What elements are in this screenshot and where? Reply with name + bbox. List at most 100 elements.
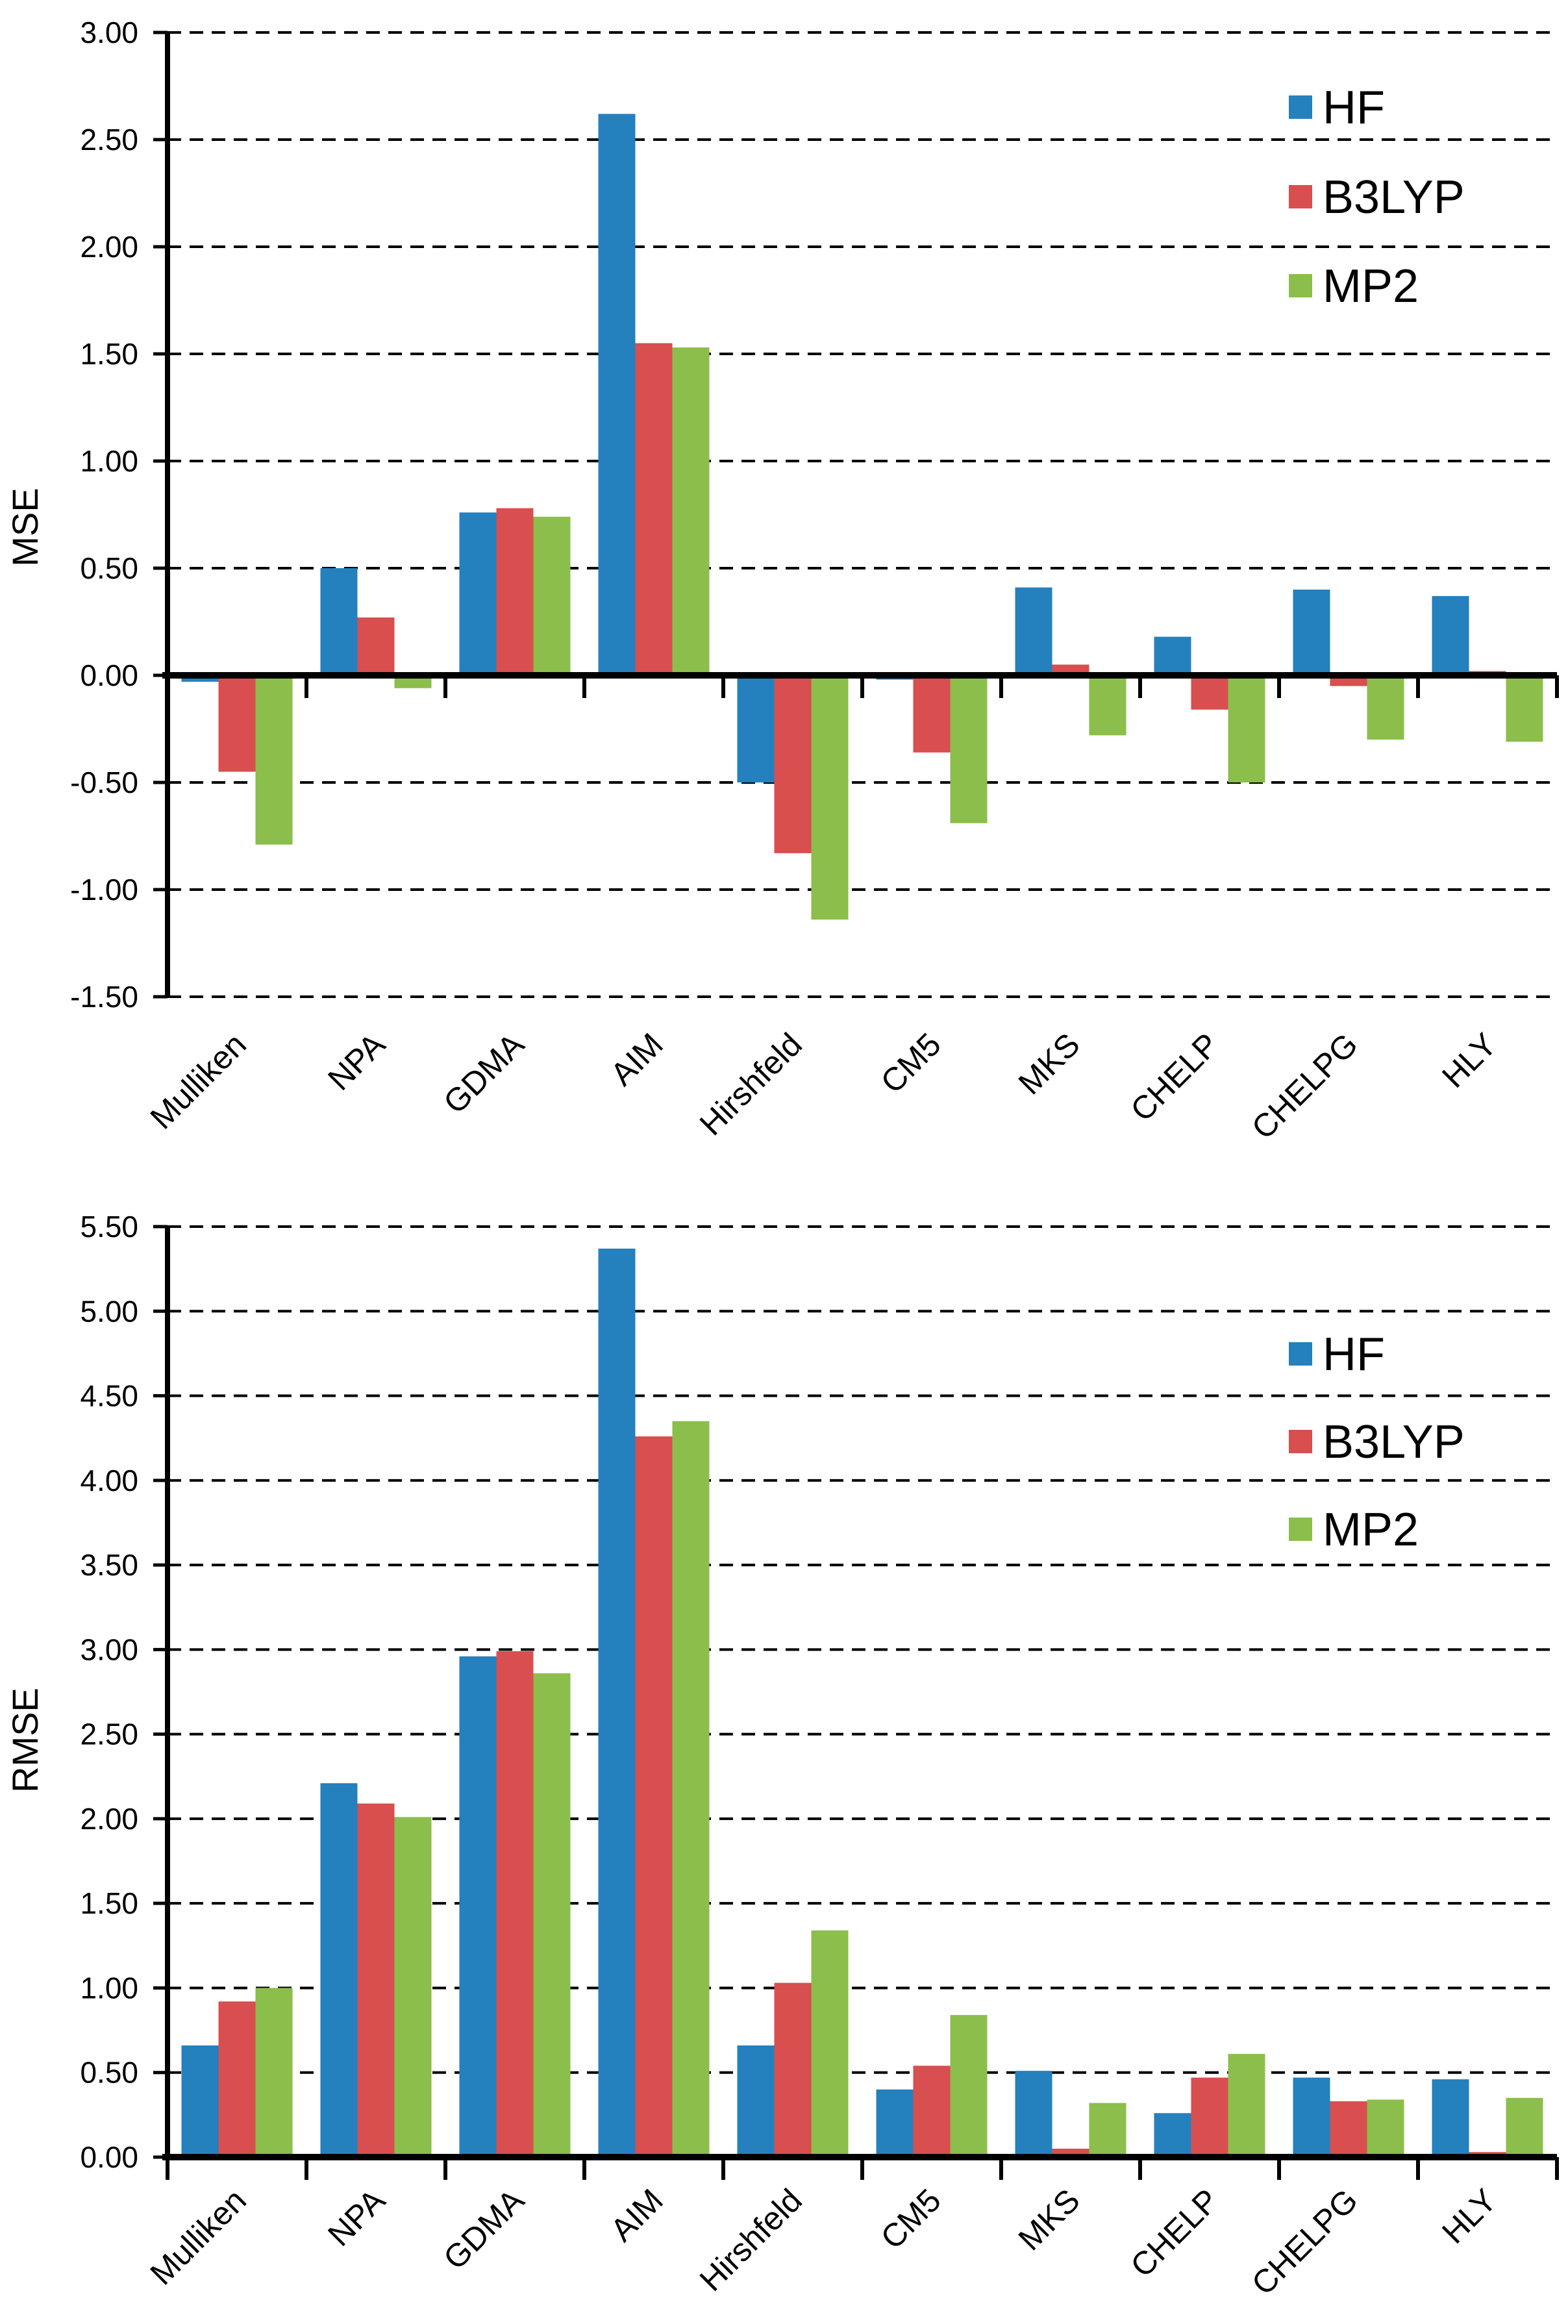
- category-label-aim: AIM: [603, 2182, 669, 2248]
- bar-mp2-chelp: [1228, 2054, 1265, 2157]
- bar-hf-chelpg: [1293, 590, 1330, 675]
- y-tick-label: 0.50: [80, 2056, 138, 2090]
- bar-mp2-cm5: [950, 2015, 988, 2157]
- bar-hf-npa: [320, 568, 358, 675]
- bar-hf-mks: [1015, 2071, 1052, 2157]
- rmse-axis-title: RMSE: [5, 1688, 45, 1793]
- legend-label-hf: HF: [1323, 1329, 1385, 1381]
- y-tick-label: 4.50: [80, 1379, 138, 1413]
- bar-mp2-cm5: [950, 675, 988, 823]
- category-label-npa: NPA: [321, 1026, 392, 1097]
- bar-mp2-hly: [1506, 2097, 1543, 2157]
- bar-hf-npa: [320, 1783, 358, 2157]
- bar-hf-hirshfeld: [737, 675, 775, 782]
- bar-mp2-mks: [1089, 675, 1126, 736]
- bar-hf-chelpg: [1293, 2077, 1330, 2157]
- category-label-chelpg: CHELPG: [1245, 1026, 1365, 1146]
- y-tick-label: 2.00: [80, 1802, 138, 1836]
- y-tick-label: 3.50: [80, 1548, 138, 1582]
- bar-mp2-aim: [672, 1421, 710, 2157]
- bar-b3lyp-cm5: [913, 675, 951, 753]
- bar-hf-gdma: [459, 512, 497, 675]
- bar-hf-mks: [1015, 587, 1052, 675]
- y-tick-label: -0.50: [70, 766, 138, 799]
- category-label-mulliken: Mulliken: [143, 1026, 253, 1136]
- bar-b3lyp-aim: [635, 1436, 673, 2157]
- y-tick-label: 5.50: [80, 1210, 138, 1243]
- mse-axis-title: MSE: [5, 488, 45, 566]
- legend-swatch-mp2: [1289, 1518, 1312, 1541]
- category-label-cm5: CM5: [874, 1026, 948, 1100]
- bar-hf-gdma: [459, 1656, 497, 2157]
- bar-b3lyp-mulliken: [218, 675, 256, 772]
- legend-label-mp2: MP2: [1323, 1504, 1419, 1556]
- y-tick-label: 1.00: [80, 1971, 138, 2005]
- legend-swatch-hf: [1289, 95, 1312, 119]
- category-label-chelp: CHELP: [1123, 2182, 1225, 2284]
- y-tick-label: -1.50: [70, 980, 138, 1014]
- y-tick-label: 1.50: [80, 337, 138, 371]
- bar-b3lyp-hirshfeld: [774, 675, 812, 853]
- y-tick-label: 0.00: [80, 658, 138, 692]
- bar-b3lyp-hirshfeld: [774, 1982, 812, 2157]
- category-label-mulliken: Mulliken: [143, 2182, 253, 2292]
- bar-mp2-aim: [672, 347, 710, 675]
- y-tick-label: 2.00: [80, 230, 138, 264]
- bar-mp2-hly: [1506, 675, 1543, 742]
- y-tick-label: 3.00: [80, 1632, 138, 1666]
- category-label-gdma: GDMA: [436, 2182, 531, 2277]
- bar-b3lyp-npa: [357, 1803, 395, 2157]
- y-tick-label: 4.00: [80, 1464, 138, 1497]
- rmse-bar-chart: 5.50 5.00 4.50 4.00 3.50 3.00 2.50 2.00 1.50 1.00…: [80, 1210, 1559, 2302]
- bar-b3lyp-gdma: [496, 508, 534, 675]
- legend-label-hf: HF: [1323, 82, 1385, 134]
- bar-hf-aim: [598, 1248, 636, 2157]
- category-label-gdma: GDMA: [436, 1026, 531, 1121]
- bar-hf-mulliken: [181, 2045, 219, 2157]
- category-label-hirshfeld: Hirshfeld: [693, 1026, 809, 1142]
- category-label-chelpg: CHELPG: [1245, 2182, 1365, 2302]
- bar-b3lyp-chelpg: [1330, 2101, 1367, 2157]
- legend-label-b3lyp: B3LYP: [1323, 171, 1465, 223]
- category-label-chelp: CHELP: [1123, 1026, 1225, 1128]
- bar-hf-aim: [598, 114, 636, 675]
- bar-mp2-chelp: [1228, 675, 1265, 782]
- bar-mp2-hirshfeld: [811, 1930, 849, 2157]
- y-tick-label: 0.50: [80, 551, 138, 585]
- legend-swatch-b3lyp: [1289, 1430, 1312, 1453]
- bar-mp2-gdma: [533, 516, 571, 675]
- y-tick-label: 2.50: [80, 1718, 138, 1751]
- legend-label-mp2: MP2: [1323, 260, 1419, 312]
- bar-b3lyp-gdma: [496, 1651, 534, 2157]
- category-label-hirshfeld: Hirshfeld: [693, 2182, 809, 2298]
- bar-mp2-mulliken: [255, 1988, 293, 2157]
- legend-swatch-hf: [1289, 1342, 1312, 1366]
- bar-mp2-npa: [394, 1817, 432, 2157]
- bar-b3lyp-chelp: [1191, 2077, 1228, 2157]
- category-label-cm5: CM5: [874, 2182, 948, 2256]
- legend-swatch-b3lyp: [1289, 185, 1312, 208]
- bar-hf-chelp: [1154, 2113, 1191, 2157]
- category-label-aim: AIM: [603, 1026, 669, 1092]
- bar-hf-hirshfeld: [737, 2045, 775, 2157]
- y-tick-label: 1.50: [80, 1886, 138, 1920]
- y-tick-label: -1.00: [70, 873, 138, 906]
- bar-b3lyp-aim: [635, 343, 673, 675]
- bar-mp2-mulliken: [255, 675, 293, 845]
- category-label-npa: NPA: [321, 2182, 392, 2253]
- legend-label-b3lyp: B3LYP: [1323, 1416, 1465, 1468]
- y-tick-label: 2.50: [80, 123, 138, 156]
- y-tick-label: 3.00: [80, 16, 138, 49]
- bar-b3lyp-npa: [357, 617, 395, 675]
- bar-mp2-gdma: [533, 1673, 571, 2157]
- bar-hf-cm5: [876, 2089, 914, 2157]
- category-label-mks: MKS: [1012, 1026, 1087, 1101]
- y-tick-label: 0.00: [80, 2140, 138, 2174]
- bar-hf-chelp: [1154, 636, 1191, 675]
- category-label-hly: HLY: [1435, 2182, 1504, 2251]
- category-label-mks: MKS: [1012, 2182, 1087, 2257]
- legend-swatch-mp2: [1289, 274, 1312, 297]
- mse-bar-chart: 3.00 2.50 2.00 1.50 1.00 0.50 0.00 -0.50 -1.00 -1…: [70, 16, 1559, 1146]
- bar-mp2-mks: [1089, 2103, 1126, 2157]
